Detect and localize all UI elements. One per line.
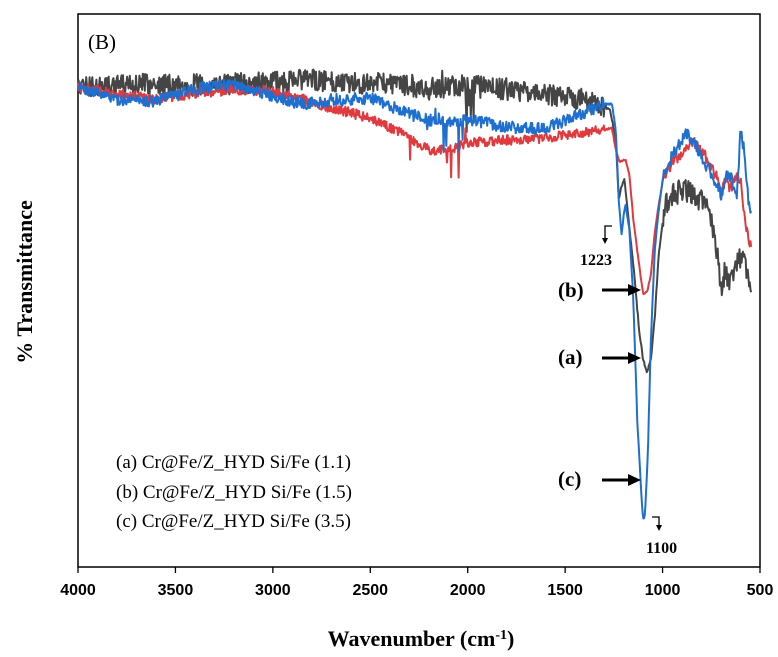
label-b: (b) [558,278,584,302]
x-ticks: 4000 3500 3000 2500 2000 1500 1000 500 [60,567,773,599]
x-tick-label: 2000 [450,582,486,599]
x-tick-label: 3000 [255,582,291,599]
label-a: (a) [558,345,583,369]
arrow-b-head [628,284,641,296]
series-group [77,68,753,520]
x-tick-label: 3500 [158,582,194,599]
label-c: (c) [558,467,581,491]
x-axis-title: Wavenumber (cm-1) [328,626,515,651]
peak-1100-label: 1100 [646,540,677,557]
x-axis-title-main: Wavenumber (cm [328,626,496,651]
x-axis-title-sup: -1 [495,628,507,643]
peak-1100-bracket-arrow [652,516,660,527]
x-axis-title-end: ) [507,626,514,651]
legend-entry-c: (c) Cr@Fe/Z_HYD Si/Fe (3.5) [116,511,351,532]
annotations: 1223 (b) (a) (c) 1100 [558,225,677,557]
series-line-b [77,82,753,296]
x-tick-label: 1000 [645,582,681,599]
x-tick-label: 1500 [547,582,583,599]
legend: (a) Cr@Fe/Z_HYD Si/Fe (1.1) (b) Cr@Fe/Z_… [116,452,352,532]
peak-1100-arrowhead [656,525,662,531]
peak-1223-label: 1223 [580,252,612,269]
legend-entry-b: (b) Cr@Fe/Z_HYD Si/Fe (1.5) [116,482,352,503]
peak-1223-arrowhead [602,238,608,244]
plot-frame [77,13,761,568]
panel-label: (B) [88,30,116,54]
series-line-c [77,78,753,520]
y-axis-title: % Transmittance [12,200,37,364]
arrow-a-head [628,352,641,364]
x-tick-label: 500 [747,582,774,599]
legend-entry-a: (a) Cr@Fe/Z_HYD Si/Fe (1.1) [116,452,351,473]
x-tick-label: 4000 [60,582,96,599]
arrow-c-head [628,474,641,486]
x-tick-label: 2500 [352,582,388,599]
peak-1223-bracket-arrow [604,225,612,240]
